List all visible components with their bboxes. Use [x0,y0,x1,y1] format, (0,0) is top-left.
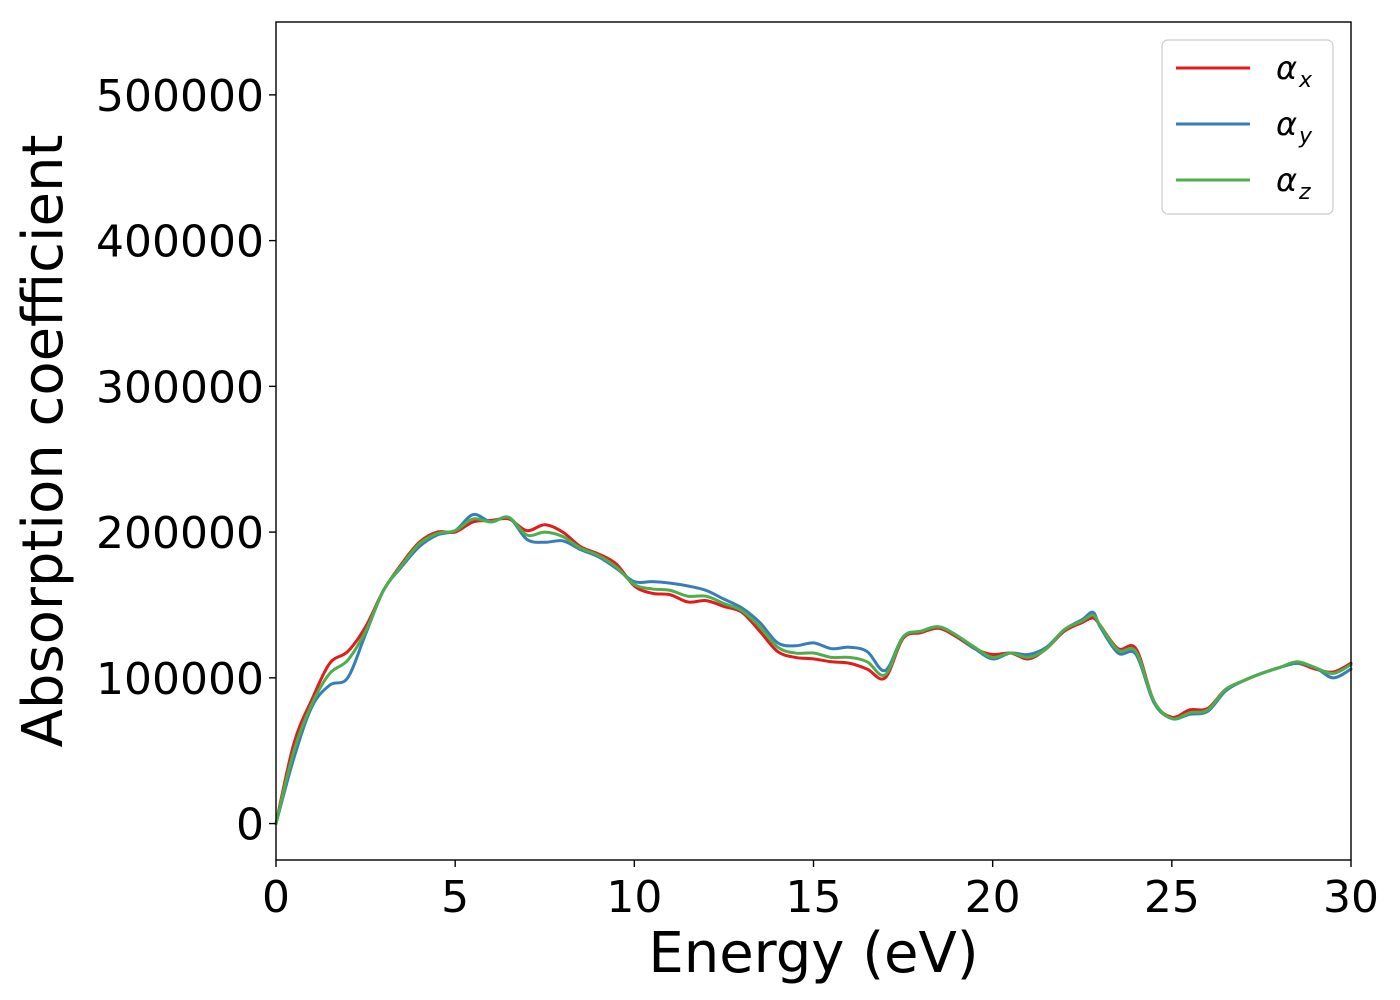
series-line-alpha-z [274,515,1353,826]
legend-subscript-y: y [1298,124,1313,149]
x-axis: 0 5 10 15 20 25 30 [262,860,1379,923]
y-axis: 0 100000 200000 300000 400000 500000 [96,71,276,851]
x-tick-label: 5 [441,872,469,923]
x-tick-label: 10 [606,872,662,923]
x-axis-label: Energy (eV) [648,921,978,986]
x-tick-label: 30 [1323,872,1379,923]
x-tick-label: 25 [1144,872,1200,923]
x-tick-label: 0 [262,872,290,923]
legend-label-alpha-y: α [1276,105,1297,143]
x-tick-label: 15 [786,872,842,923]
y-tick-label: 400000 [96,217,264,268]
legend: α xα yα z [1161,39,1334,215]
y-tick-label: 0 [236,800,264,851]
y-tick-label: 100000 [96,654,264,705]
x-tick-label: 20 [965,872,1021,923]
series-layer [274,512,1353,826]
legend-subscript-z: z [1298,180,1311,205]
legend-box [1161,39,1334,215]
legend-label-alpha-z: α [1276,161,1297,199]
y-tick-label: 500000 [96,71,264,122]
legend-label-alpha-x: α [1276,49,1297,87]
y-tick-label: 200000 [96,508,264,559]
y-tick-label: 300000 [96,362,264,413]
y-axis-label: Absorption coefficient [11,135,76,748]
legend-subscript-x: x [1298,68,1313,93]
